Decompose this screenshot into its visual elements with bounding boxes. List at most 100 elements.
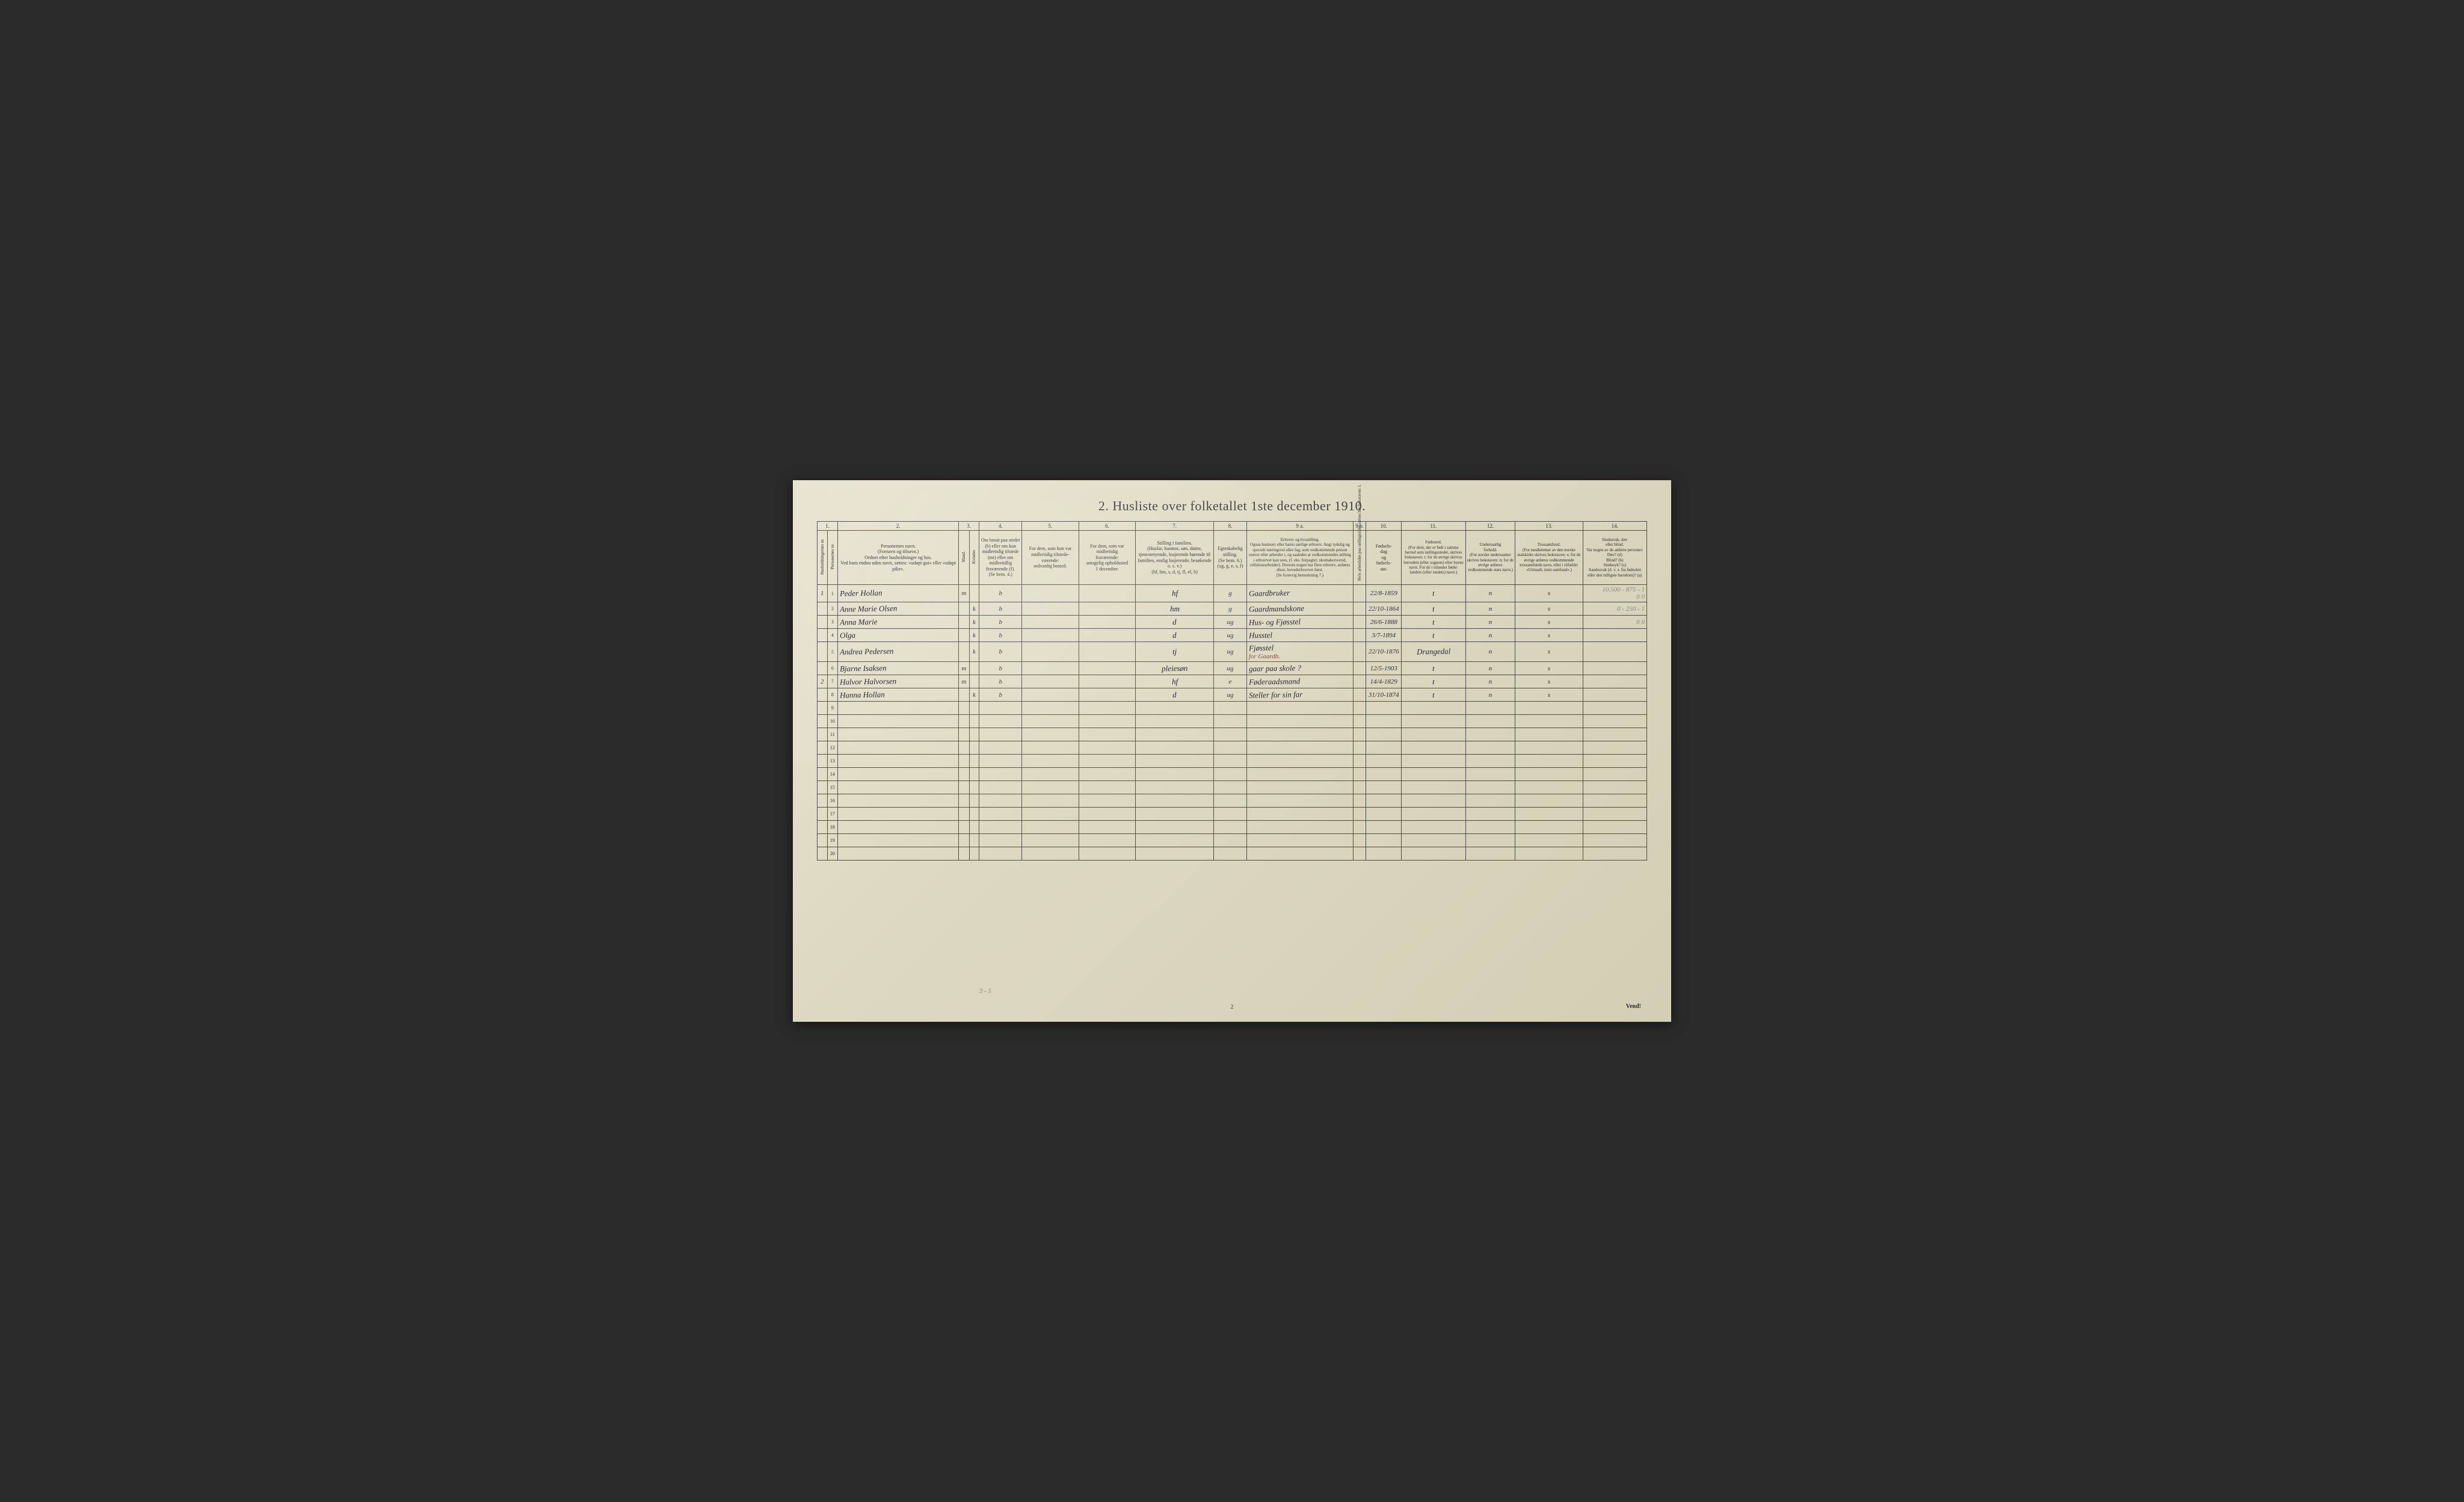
cell-family: d [1136,688,1214,702]
cell-person-nr: 13 [827,755,838,768]
cell-birthplace: t [1402,585,1465,602]
cell-female: k [969,602,979,616]
cell-birthplace: t [1402,602,1465,616]
table-row-empty: 16 [818,794,1647,808]
cell-female: k [969,688,979,702]
cell-male [959,642,970,662]
cell-unemp [1354,616,1366,629]
table-row: 2 Anne Marie Olsen k b hm g Gaardmandsko… [818,602,1647,616]
table-row: 4 Olga k b d ug Husstel 3/7-1894 t n s [818,629,1647,642]
cell-occupation: Gaardbruker [1246,585,1353,602]
colnum-8: 8. [1214,522,1247,531]
hdr-residence: Om bosat paa stedet (b) eller om kun mid… [979,531,1022,585]
cell-away [1079,688,1136,702]
cell-person-nr: 7 [827,675,838,688]
cell-female [969,675,979,688]
table-row-empty: 12 [818,741,1647,755]
cell-marital: g [1214,585,1247,602]
cell-person-nr: 20 [827,847,838,861]
table-row: 1 1 Peder Hollan m b hf g Gaardbruker 22… [818,585,1647,602]
cell-person-nr: 17 [827,808,838,821]
cell-disability: 0 0 [1583,616,1646,629]
cell-temp [1022,616,1079,629]
cell-household [818,616,828,629]
cell-unemp [1354,662,1366,675]
cell-birthplace: Drangedal [1402,642,1465,662]
cell-rel: s [1515,629,1583,642]
cell-birthplace: t [1402,662,1465,675]
colnum-12: 12. [1465,522,1515,531]
cell-empty [818,768,828,781]
cell-person-nr: 9 [827,702,838,715]
hdr-female: Kvinder. [969,531,979,585]
cell-residence: b [979,662,1022,675]
cell-marital: ug [1214,662,1247,675]
hdr-religion: Trossamfund. (For medlemmer av den norsk… [1515,531,1583,585]
table-row-empty: 13 [818,755,1647,768]
cell-nat: n [1465,602,1515,616]
cell-name: Anne Marie Olsen [838,602,959,616]
cell-occupation: Gaardmandskone [1246,602,1353,616]
cell-rel: s [1515,688,1583,702]
cell-temp [1022,688,1079,702]
cell-disability: 0 - 250 - 1 [1583,602,1646,616]
table-row: 3 Anna Marie k b d ug Hus- og Fjøsstel 2… [818,616,1647,629]
hdr-nationality: Undersaatlig forhold. (For norske unders… [1465,531,1515,585]
colnum-4: 4. [979,522,1022,531]
cell-family: d [1136,629,1214,642]
bottom-pencil-note: 3 - 5 [979,987,991,995]
cell-male: m [959,585,970,602]
cell-disability [1583,642,1646,662]
cell-female: k [969,642,979,662]
cell-empty [818,808,828,821]
cell-nat: n [1465,675,1515,688]
hdr-marital: Egteskabelig stilling. (Se bem. 6.) (ug,… [1214,531,1247,585]
cell-unemp [1354,642,1366,662]
cell-dob: 26/6-1888 [1366,616,1402,629]
cell-household: 2 [818,675,828,688]
cell-nat: n [1465,642,1515,662]
colnum-6: 6. [1079,522,1136,531]
cell-disability [1583,688,1646,702]
cell-residence: b [979,629,1022,642]
table-row: 5 Andrea Pedersen k b tj ug Fjøsstelfor … [818,642,1647,662]
colnum-11: 11. [1402,522,1465,531]
cell-male [959,629,970,642]
cell-unemp [1354,688,1366,702]
cell-away [1079,585,1136,602]
cell-dob: 12/5-1903 [1366,662,1402,675]
cell-male [959,602,970,616]
cell-female: k [969,616,979,629]
cell-residence: b [979,585,1022,602]
cell-person-nr: 14 [827,768,838,781]
cell-person-nr: 10 [827,715,838,728]
table-header: 1. 2. 3. 4. 5. 6. 7. 8. 9 a. 9 b. 10. 11… [818,522,1647,585]
cell-nat: n [1465,688,1515,702]
cell-marital: g [1214,602,1247,616]
census-page: 2. Husliste over folketallet 1ste decemb… [793,480,1671,1022]
cell-away [1079,629,1136,642]
colnum-14: 14. [1583,522,1646,531]
cell-name: Halvor Halvorsen [838,675,959,688]
table-row: 8 Hanna Hollan k b d ug Steller for sin … [818,688,1647,702]
hdr-male: Mand. [959,531,970,585]
cell-household: 1 [818,585,828,602]
table-body: 1 1 Peder Hollan m b hf g Gaardbruker 22… [818,585,1647,861]
column-number-row: 1. 2. 3. 4. 5. 6. 7. 8. 9 a. 9 b. 10. 11… [818,522,1647,531]
cell-temp [1022,585,1079,602]
cell-person-nr: 19 [827,834,838,847]
cell-empty [818,781,828,794]
cell-family: tj [1136,642,1214,662]
cell-disability [1583,675,1646,688]
table-row: 6 Bjarne Isaksen m b pleiesøn ug gaar pa… [818,662,1647,675]
cell-disability: 10.500 - 875 - 10 0 [1583,585,1646,602]
cell-name: Bjarne Isaksen [838,662,959,675]
cell-temp [1022,662,1079,675]
cell-birthplace: t [1402,629,1465,642]
hdr-temp-away: For dem, som var midlertidig fraværende:… [1079,531,1136,585]
colnum-10: 10. [1366,522,1402,531]
cell-person-nr: 6 [827,662,838,675]
cell-marital: ug [1214,629,1247,642]
hdr-temp-present: For dem, som kun var midlertidig tilsted… [1022,531,1079,585]
cell-birthplace: t [1402,688,1465,702]
